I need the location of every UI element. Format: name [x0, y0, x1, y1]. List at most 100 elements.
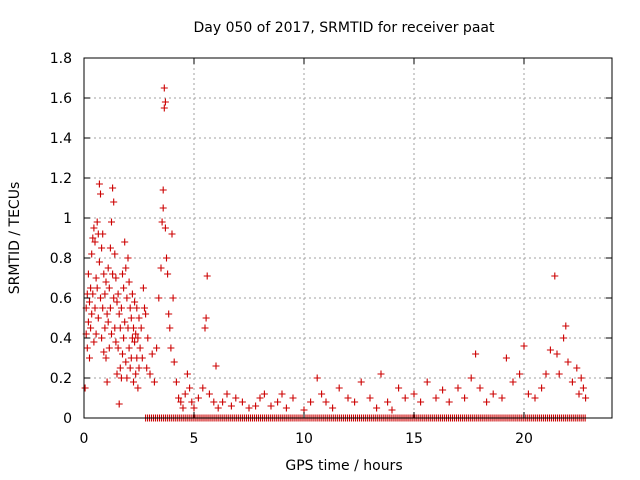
data-point: [99, 304, 107, 312]
data-point: [89, 234, 97, 242]
data-point: [134, 384, 142, 392]
data-point: [210, 398, 218, 406]
data-point: [163, 254, 170, 262]
y-tick-label: 0.2: [50, 371, 72, 387]
data-point: [417, 398, 425, 406]
data-point: [90, 338, 98, 346]
y-axis-title: SRMTID / TECUs: [7, 182, 23, 295]
data-point: [575, 390, 583, 398]
data-point: [329, 404, 337, 412]
data-point: [113, 370, 121, 378]
data-point: [121, 318, 129, 326]
data-point: [92, 330, 100, 338]
data-point: [135, 314, 143, 322]
data-point: [133, 304, 141, 312]
data-point: [395, 384, 403, 392]
data-point: [546, 346, 554, 354]
data-point: [120, 284, 128, 292]
data-point: [139, 284, 147, 292]
data-point: [573, 364, 581, 372]
data-point: [106, 304, 114, 312]
data-point: [212, 362, 220, 370]
y-tick-label: 1.4: [50, 131, 72, 147]
data-point: [170, 358, 178, 366]
data-point: [483, 398, 491, 406]
data-point: [520, 342, 528, 350]
data-point: [158, 218, 166, 226]
data-point: [110, 294, 118, 302]
data-point: [104, 318, 112, 326]
data-point: [384, 398, 392, 406]
data-point: [307, 398, 315, 406]
data-point: [84, 318, 92, 326]
data-point: [183, 370, 191, 378]
y-tick-label: 0: [63, 411, 72, 427]
data-point: [159, 204, 167, 212]
data-point: [108, 330, 115, 338]
data-point: [564, 358, 572, 366]
data-point: [322, 398, 330, 406]
data-point: [98, 334, 106, 342]
data-point: [252, 402, 260, 410]
data-point: [122, 358, 130, 366]
data-point: [120, 334, 128, 342]
data-point: [282, 404, 290, 412]
data-point: [122, 264, 130, 272]
data-point: [498, 394, 506, 402]
data-point: [104, 264, 112, 272]
data-point: [175, 394, 183, 402]
data-point: [472, 350, 480, 358]
data-point: [553, 350, 561, 358]
data-point: [219, 398, 227, 406]
y-tick-label: 1: [63, 211, 72, 227]
data-point: [142, 310, 150, 318]
data-point: [117, 304, 125, 312]
data-point: [87, 284, 95, 292]
data-point: [313, 374, 321, 382]
data-point: [401, 394, 409, 402]
data-point: [423, 378, 431, 386]
data-point: [160, 104, 168, 112]
data-point: [112, 274, 120, 282]
data-point: [93, 218, 101, 226]
data-point: [88, 250, 96, 258]
data-point: [83, 344, 91, 352]
x-tick-label: 20: [515, 431, 533, 447]
data-point: [167, 344, 175, 352]
data-point: [181, 390, 189, 398]
data-point: [132, 330, 140, 338]
data-point: [366, 394, 374, 402]
data-point: [127, 314, 135, 322]
data-point: [89, 290, 97, 298]
data-point: [115, 400, 123, 408]
data-point: [108, 218, 115, 226]
data-point: [232, 394, 240, 402]
data-point: [105, 344, 113, 352]
data-point: [160, 84, 168, 92]
data-point: [188, 398, 196, 406]
data-point: [126, 364, 134, 372]
data-point: [135, 364, 143, 372]
data-point: [194, 394, 202, 402]
data-point: [146, 370, 154, 378]
data-point: [454, 384, 462, 392]
data-point: [128, 290, 136, 298]
data-point: [538, 384, 546, 392]
data-point: [579, 384, 587, 392]
y-tick-label: 1.8: [50, 51, 72, 67]
x-tick-label: 5: [190, 431, 199, 447]
data-point: [105, 284, 113, 292]
data-point: [179, 404, 187, 412]
data-point: [516, 370, 524, 378]
data-point: [562, 322, 570, 330]
data-point: [357, 378, 365, 386]
data-point: [100, 270, 108, 278]
data-point: [351, 398, 359, 406]
data-point: [155, 294, 163, 302]
data-point: [388, 406, 396, 414]
data-point: [116, 364, 124, 372]
data-point: [153, 344, 161, 352]
data-point: [119, 270, 126, 278]
data-point: [134, 334, 142, 342]
